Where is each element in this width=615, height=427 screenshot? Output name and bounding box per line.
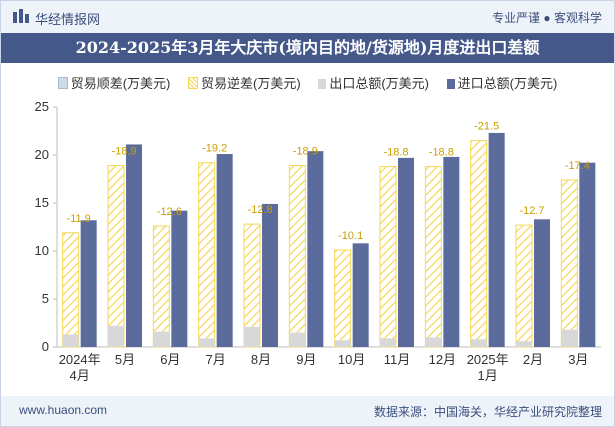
- deficit-bar: [152, 225, 170, 348]
- export-bar: [153, 331, 170, 347]
- deficit-bar: [198, 162, 216, 348]
- data-label: -12.8: [247, 204, 272, 216]
- x-tick-label: 2月: [523, 352, 543, 367]
- data-label: -18.8: [383, 147, 408, 159]
- import-bar: [534, 219, 550, 347]
- import-bar: [352, 243, 369, 347]
- legend: 贸易顺差(万美元) 贸易逆差(万美元) 出口总额(万美元) 进口总额(万美元): [1, 73, 614, 92]
- export-bar: [561, 329, 578, 347]
- export-bar: [108, 325, 124, 347]
- legend-label-import: 进口总额(万美元): [457, 76, 558, 91]
- legend-item-surplus[interactable]: 贸易顺差(万美元): [57, 73, 171, 92]
- y-tick-label: 20: [35, 147, 49, 162]
- x-tick-label: 10月: [338, 352, 365, 367]
- import-bar: [307, 151, 324, 347]
- import-bar: [488, 132, 505, 347]
- data-label: -10.1: [338, 230, 363, 242]
- footer-bar: www.huaon.com 数据来源：中国海关，华经产业研究院整理: [1, 396, 614, 426]
- export-bar: [470, 339, 487, 347]
- data-label: -12.6: [157, 206, 182, 218]
- import-bar: [80, 220, 97, 347]
- data-source: 数据来源：中国海关，华经产业研究院整理: [373, 405, 602, 419]
- deficit-bar: [470, 140, 488, 348]
- data-label: -18.9: [293, 146, 318, 158]
- bars: -11.9 -18.9 -12.6 -19.2 -12.8 -18.9 -10.1 -18.8…: [62, 121, 596, 348]
- data-label: -18.8: [429, 147, 454, 159]
- deficit-bar: [107, 165, 125, 348]
- deficit-bar: [560, 179, 578, 348]
- export-bar: [516, 341, 532, 347]
- brand-name[interactable]: 华经情报网: [35, 12, 101, 27]
- export-bar: [244, 326, 260, 347]
- x-tick-label: 2025年 1月: [467, 352, 509, 383]
- legend-label-surplus: 贸易顺差(万美元): [70, 76, 171, 91]
- x-axis-labels: 2024年 4月 5月 6月 7月 8月 9月 10月 11月 12月 2025年 1月 2月 3月: [59, 352, 589, 383]
- bar-chart: 0 5 10 15 20 25 -11.9 -18.9 -12.6 -19.2 -12.8 -18.…: [35, 99, 601, 383]
- x-tick-label: 2024年 4月: [59, 352, 101, 383]
- legend-item-deficit[interactable]: 贸易逆差(万美元): [188, 73, 301, 92]
- y-tick-label: 25: [35, 99, 49, 114]
- y-tick-label: 15: [35, 195, 49, 210]
- export-bar: [198, 338, 215, 347]
- import-bar: [171, 210, 188, 347]
- export-bar: [62, 334, 79, 347]
- x-tick-label: 7月: [206, 352, 226, 367]
- import-bar: [443, 156, 460, 347]
- x-tick-label: 9月: [296, 352, 316, 367]
- deficit-bar: [288, 165, 306, 348]
- data-label: -19.2: [202, 143, 227, 155]
- legend-label-deficit: 贸易逆差(万美元): [201, 76, 301, 91]
- top-bar: 华经情报网 专业严谨 ● 客观科学: [1, 1, 614, 33]
- brand-logo-icon: [13, 9, 29, 23]
- y-tick-label: 10: [35, 243, 49, 258]
- y-tick-label: 0: [42, 339, 49, 354]
- title-band: 2024-2025年3月年大庆市(境内目的地/货源地)月度进出口差额: [1, 33, 614, 63]
- data-label: -17.4: [565, 160, 590, 172]
- chart-title: 2024-2025年3月年大庆市(境内目的地/货源地)月度进出口差额: [75, 38, 540, 57]
- x-tick-label: 12月: [429, 352, 456, 367]
- import-bar: [126, 144, 142, 347]
- deficit-bar: [379, 166, 397, 348]
- import-bar: [398, 157, 414, 347]
- data-label: -11.9: [67, 213, 91, 225]
- data-label: -12.7: [519, 205, 544, 217]
- deficit-bar: [62, 232, 80, 348]
- legend-item-export[interactable]: 出口总额(万美元): [318, 73, 429, 92]
- legend-label-export: 出口总额(万美元): [329, 76, 429, 91]
- import-bar: [579, 162, 596, 347]
- legend-swatch-export: [318, 79, 327, 89]
- x-tick-label: 8月: [251, 352, 271, 367]
- export-bar: [425, 337, 442, 347]
- site-url[interactable]: www.huaon.com: [19, 403, 108, 417]
- legend-swatch-deficit: [188, 77, 199, 89]
- export-bar: [289, 332, 306, 347]
- x-tick-label: 3月: [568, 352, 588, 367]
- x-tick-label: 5月: [115, 352, 135, 367]
- data-label: -21.5: [474, 121, 499, 133]
- tagline: 专业严谨 ● 客观科学: [492, 11, 602, 25]
- legend-item-import[interactable]: 进口总额(万美元): [446, 73, 558, 92]
- x-tick-label: 11月: [384, 352, 411, 367]
- import-bar: [216, 154, 233, 347]
- import-bar: [262, 203, 278, 347]
- export-bar: [380, 338, 396, 347]
- data-label: -18.9: [111, 146, 136, 158]
- legend-swatch-import: [446, 79, 455, 89]
- x-tick-label: 6月: [160, 352, 180, 367]
- deficit-bar: [515, 224, 533, 348]
- export-bar: [334, 340, 351, 347]
- deficit-bar: [424, 166, 442, 348]
- y-tick-label: 5: [42, 291, 49, 306]
- legend-swatch-surplus: [57, 77, 68, 89]
- deficit-bar: [334, 249, 352, 348]
- y-axis-ticks: 0 5 10 15 20 25: [35, 99, 57, 354]
